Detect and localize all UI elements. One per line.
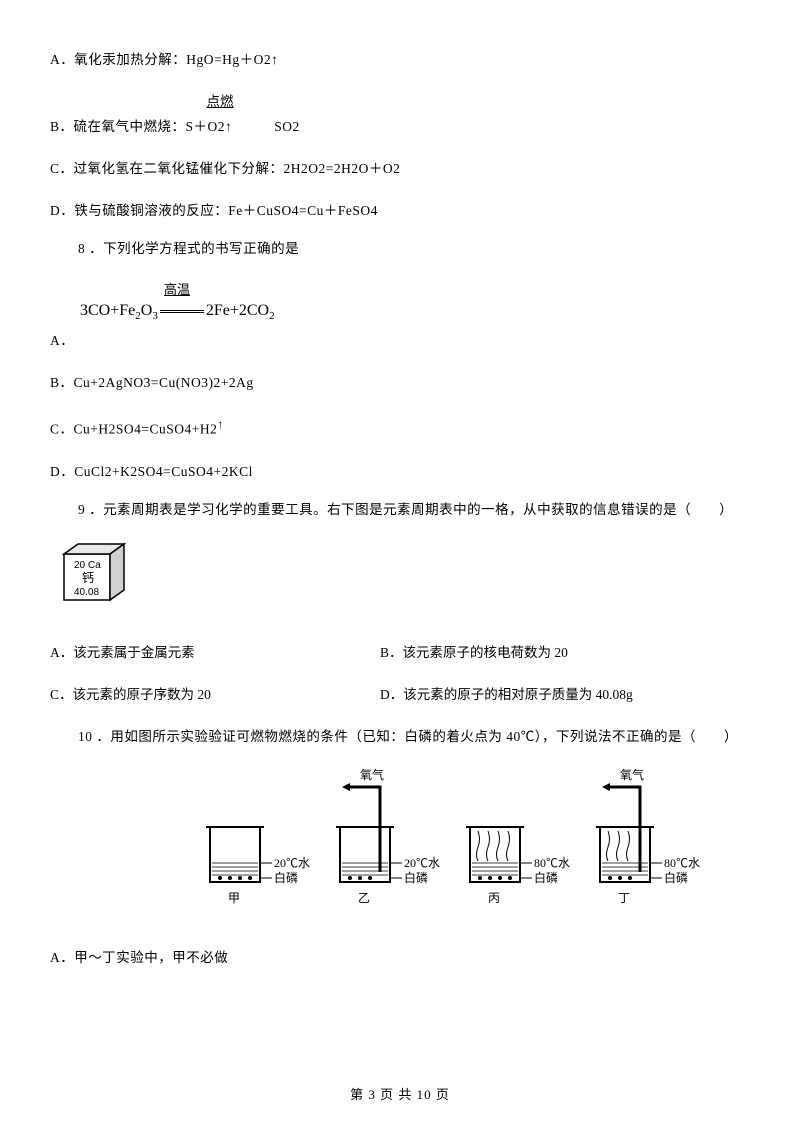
q7-opt-d: D．铁与硫酸铜溶液的反应：Fe＋CuSO4=Cu＋FeSO4 xyxy=(50,201,750,221)
q8-eq-line: 3CO+Fe2O32Fe+2CO2 xyxy=(80,299,750,325)
svg-text:白磷: 白磷 xyxy=(274,870,298,885)
q7-opt-a: A．氧化汞加热分解：HgO=Hg＋O2↑ xyxy=(50,50,750,70)
svg-text:丁: 丁 xyxy=(618,891,630,905)
periodic-cube: 20 Ca 钙 40.08 xyxy=(60,540,750,620)
svg-text:20 Ca: 20 Ca xyxy=(74,560,101,571)
q9-opt-c: C．该元素的原子序数为 20 xyxy=(50,685,380,705)
q8-number: 8 ．下列化学方程式的书写正确的是 xyxy=(78,239,750,259)
q8-opt-d: D．CuCl2+K2SO4=CuSO4+2KCl xyxy=(50,462,750,482)
experiment-diagram: 20℃水 白磷 甲 氧气 20℃水 白磷 乙 xyxy=(200,767,750,923)
page-footer: 第 3 页 共 10 页 xyxy=(50,1085,750,1105)
q8-opt-a: A． xyxy=(50,331,750,351)
q9-opt-b: B．该元素原子的核电荷数为 20 xyxy=(380,643,568,663)
svg-text:80℃水: 80℃水 xyxy=(534,856,570,870)
q9-row1: A．该元素属于金属元素 B．该元素原子的核电荷数为 20 xyxy=(50,643,750,663)
svg-text:乙: 乙 xyxy=(358,891,370,905)
svg-text:钙: 钙 xyxy=(82,571,94,585)
svg-text:白磷: 白磷 xyxy=(404,870,428,885)
svg-text:白磷: 白磷 xyxy=(534,870,558,885)
q8-opt-c: C．Cu+H2SO4=CuSO4+H2↑ xyxy=(50,415,750,440)
svg-text:白磷: 白磷 xyxy=(664,870,688,885)
svg-text:20℃水: 20℃水 xyxy=(274,856,310,870)
q9-number: 9 ．元素周期表是学习化学的重要工具。右下图是元素周期表中的一格，从中获取的信息… xyxy=(78,500,750,520)
q7-opt-b: B．硫在氧气中燃烧：S＋O2↑ SO2 xyxy=(50,117,750,137)
svg-text:20℃水: 20℃水 xyxy=(404,856,440,870)
svg-text:甲: 甲 xyxy=(228,891,240,905)
q10-opt-a: A．甲～丁实验中，甲不必做 xyxy=(50,948,750,968)
svg-text:40.08: 40.08 xyxy=(74,587,99,598)
q7-opt-c: C．过氧化氢在二氧化锰催化下分解：2H2O2=2H2O＋O2 xyxy=(50,159,750,179)
svg-text:丙: 丙 xyxy=(488,891,500,905)
gaowen-label: 高温 xyxy=(80,280,750,300)
q9-opt-a: A．该元素属于金属元素 xyxy=(50,643,380,663)
svg-text:氧气: 氧气 xyxy=(620,767,644,782)
svg-text:80℃水: 80℃水 xyxy=(664,856,700,870)
q10-number: 10 ．用如图所示实验验证可燃物燃烧的条件（已知：白磷的着火点为 40℃），下列… xyxy=(78,727,750,747)
q8-equation: 高温 3CO+Fe2O32Fe+2CO2 xyxy=(80,280,750,325)
q8-opt-b: B．Cu+2AgNO3=Cu(NO3)2+2Ag xyxy=(50,373,750,393)
q9-row2: C．该元素的原子序数为 20 D．该元素的原子的相对原子质量为 40.08g xyxy=(50,685,750,705)
q9-opt-d: D．该元素的原子的相对原子质量为 40.08g xyxy=(380,685,633,705)
dianran-label: 点燃 xyxy=(50,92,390,112)
svg-text:氧气: 氧气 xyxy=(360,767,384,782)
